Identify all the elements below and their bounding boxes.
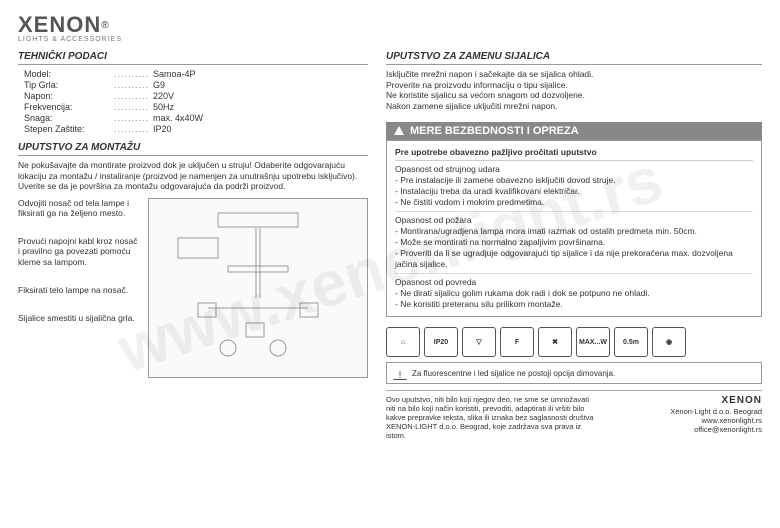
step-label: Odvojiti nosač od tela lampe i fiksirati… — [18, 198, 140, 218]
safety-box: Pre upotrebe obavezno pažljivo pročitati… — [386, 140, 762, 318]
replace-line: Isključite mrežni napon i sačekajte da s… — [386, 69, 762, 80]
compliance-icon: ◉ — [652, 327, 686, 357]
tech-row: Napon:..........220V — [24, 91, 368, 101]
replace-title: UPUTSTVO ZA ZAMENU SIJALICA — [386, 51, 762, 65]
tech-row: Stepen Zaštite:..........IP20 — [24, 124, 368, 134]
tech-row: Tip Grla:..........G9 — [24, 80, 368, 90]
replace-line: Ne koristite sijalicu sa većom snagom od… — [386, 90, 762, 101]
safety-group: Opasnost od požara- Montirana/ugradjena … — [395, 211, 753, 270]
safety-group: Opasnost od strujnog udara- Pre instalac… — [395, 164, 753, 208]
dim-note: !Za fluorescentne i led sijalice ne post… — [386, 362, 762, 384]
compliance-icon: ⌂ — [386, 327, 420, 357]
footer-company: XENON Xenon-Light d.o.o. Beograd www.xen… — [670, 395, 762, 440]
brand-tagline: LIGHTS & ACCESSORIES — [18, 36, 762, 43]
replace-line: Nakon zamene sijalice uključiti mrežni n… — [386, 101, 762, 112]
footer-disclaimer: Ovo uputstvo, niti bilo koji njegov deo,… — [386, 395, 597, 440]
compliance-icon: ✖ — [538, 327, 572, 357]
compliance-icon: ▽ — [462, 327, 496, 357]
compliance-icon: F — [500, 327, 534, 357]
safety-header: MERE BEZBEDNOSTI I OPREZA — [386, 122, 762, 140]
replace-line: Proverite na proizvodu informaciju o tip… — [386, 80, 762, 91]
compliance-icon: 0.5m — [614, 327, 648, 357]
safety-group: Opasnost od povreda- Ne dirati sijalicu … — [395, 273, 753, 310]
mount-title: UPUTSTVO ZA MONTAŽU — [18, 142, 368, 156]
logo-block: XENON® LIGHTS & ACCESSORIES — [18, 12, 762, 43]
step-label: Fiksirati telo lampe na nosač. — [18, 285, 140, 295]
assembly-diagram — [148, 198, 368, 378]
tech-row: Model:..........Samoa-4P — [24, 69, 368, 79]
compliance-icon: MAX...W — [576, 327, 610, 357]
mount-intro: Ne pokušavajte da montirate proizvod dok… — [18, 160, 368, 192]
tech-row: Snaga:..........max. 4x40W — [24, 113, 368, 123]
reg-mark: ® — [101, 20, 108, 31]
tech-row: Frekvencija:..........50Hz — [24, 102, 368, 112]
tech-title: TEHNIČKI PODACI — [18, 51, 368, 65]
compliance-icon: IP20 — [424, 327, 458, 357]
safety-sub: Pre upotrebe obavezno pažljivo pročitati… — [395, 147, 753, 161]
warning-icon: ! — [393, 366, 407, 380]
brand-name: XENON — [18, 12, 101, 37]
step-label: Sijalice smestiti u sijalična grla. — [18, 313, 140, 323]
step-label: Provući napojni kabl kroz nosač i pravil… — [18, 236, 140, 267]
